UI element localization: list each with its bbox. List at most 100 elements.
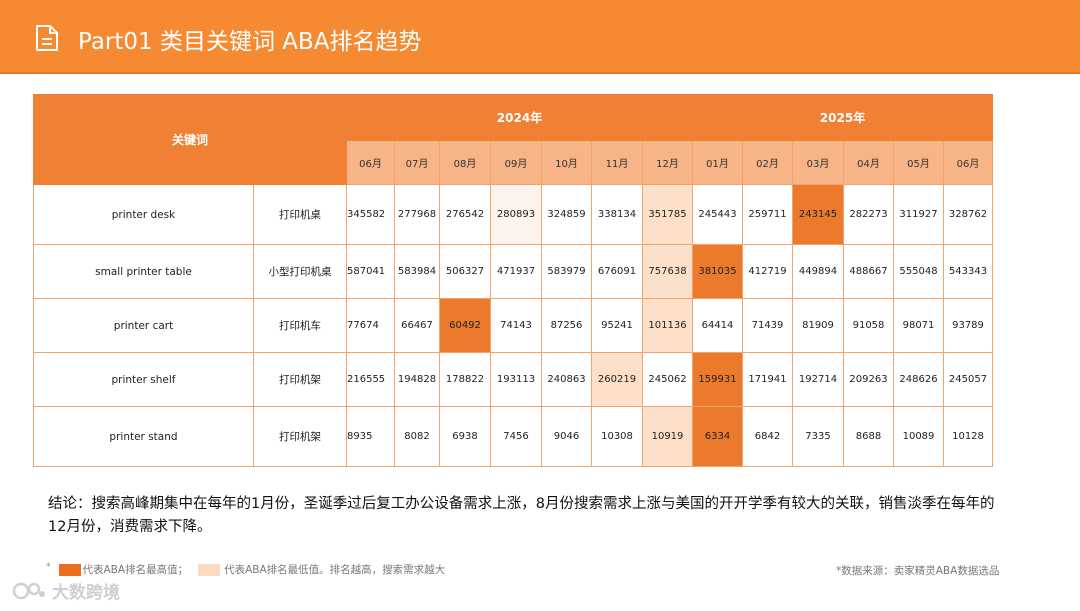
month-header: 07月 bbox=[394, 140, 440, 185]
rank-cell-min: 101136 bbox=[642, 298, 693, 353]
rank-cell: 543343 bbox=[943, 244, 993, 299]
table-row: printer shelf 打印机架 216555 194828 178822 19311… bbox=[33, 352, 993, 407]
rank-cell-max: 381035 bbox=[692, 244, 743, 299]
rank-cell: 6842 bbox=[742, 406, 793, 467]
month-header: 03月 bbox=[792, 140, 844, 185]
rank-cell-min: 757638 bbox=[642, 244, 693, 299]
page-title: Part01 类目关键词 ABA排名趋势 bbox=[78, 29, 422, 55]
keyword-cn-cell: 小型打印机桌 bbox=[253, 244, 347, 299]
keyword-en-cell: printer desk bbox=[33, 184, 254, 245]
watermark-logo-icon bbox=[12, 582, 45, 599]
legend-min-label: 代表ABA排名最低值。排名越高，搜索需求越大 bbox=[224, 564, 446, 576]
rank-cell: 194828 bbox=[394, 352, 440, 407]
rank-cell: 171941 bbox=[742, 352, 793, 407]
keyword-en-cell: printer shelf bbox=[33, 352, 254, 407]
month-header: 06月 bbox=[346, 140, 395, 185]
keyword-cn-cell: 打印机架 bbox=[253, 352, 347, 407]
month-header: 04月 bbox=[843, 140, 894, 185]
month-header: 11月 bbox=[591, 140, 643, 185]
rank-cell: 338134 bbox=[591, 184, 643, 245]
rank-cell: 8082 bbox=[394, 406, 440, 467]
rank-cell: 193113 bbox=[490, 352, 542, 407]
rank-cell: 245057 bbox=[943, 352, 993, 407]
month-header: 08月 bbox=[439, 140, 491, 185]
rank-cell: 98071 bbox=[893, 298, 944, 353]
rank-cell: 276542 bbox=[439, 184, 491, 245]
rank-cell: 245062 bbox=[642, 352, 693, 407]
rank-cell: 95241 bbox=[591, 298, 643, 353]
rank-cell: 7335 bbox=[792, 406, 844, 467]
keyword-column-header: 关键词 bbox=[33, 94, 347, 185]
rank-cell: 10089 bbox=[893, 406, 944, 467]
rank-cell: 506327 bbox=[439, 244, 491, 299]
rank-cell: 311927 bbox=[893, 184, 944, 245]
month-header: 02月 bbox=[742, 140, 793, 185]
rank-cell: 77674 bbox=[346, 298, 395, 353]
rank-cell: 449894 bbox=[792, 244, 844, 299]
month-header: 09月 bbox=[490, 140, 542, 185]
month-header: 12月 bbox=[642, 140, 693, 185]
rank-cell: 178822 bbox=[439, 352, 491, 407]
watermark-text: 大数跨境 bbox=[52, 583, 120, 603]
rank-cell: 6938 bbox=[439, 406, 491, 467]
rank-cell: 328762 bbox=[943, 184, 993, 245]
month-header: 06月 bbox=[943, 140, 993, 185]
rank-cell-min: 351785 bbox=[642, 184, 693, 245]
rank-cell: 87256 bbox=[541, 298, 592, 353]
legend-max-swatch bbox=[58, 563, 81, 576]
rank-cell: 324859 bbox=[541, 184, 592, 245]
rank-cell: 81909 bbox=[792, 298, 844, 353]
rank-cell: 245443 bbox=[692, 184, 743, 245]
rank-cell-min: 260219 bbox=[591, 352, 643, 407]
conclusion-text: 结论：搜索高峰期集中在每年的1月份，圣诞季过后复工办公设备需求上涨，8月份搜索需… bbox=[48, 496, 995, 535]
rank-cell: 10128 bbox=[943, 406, 993, 467]
rank-cell: 74143 bbox=[490, 298, 542, 353]
rank-cell: 583979 bbox=[541, 244, 592, 299]
rank-cell: 583984 bbox=[394, 244, 440, 299]
rank-cell: 192714 bbox=[792, 352, 844, 407]
keyword-en-cell: printer stand bbox=[33, 406, 254, 467]
month-header: 01月 bbox=[692, 140, 743, 185]
rank-cell: 555048 bbox=[893, 244, 944, 299]
table-row: printer desk 打印机桌 345582 277968 276542 280893… bbox=[33, 184, 993, 245]
rank-cell: 209263 bbox=[843, 352, 894, 407]
rank-cell-max: 243145 bbox=[792, 184, 844, 245]
rank-cell-max: 60492 bbox=[439, 298, 491, 353]
rank-cell-max: 6334 bbox=[692, 406, 743, 467]
rank-cell: 8688 bbox=[843, 406, 894, 467]
keyword-en-cell: printer cart bbox=[33, 298, 254, 353]
legend-bullet: * bbox=[46, 561, 51, 572]
rank-cell: 71439 bbox=[742, 298, 793, 353]
legend-max-label: 代表ABA排名最高值； bbox=[82, 564, 189, 576]
month-header: 05月 bbox=[893, 140, 944, 185]
document-icon bbox=[36, 25, 58, 51]
rank-cell: 280893 bbox=[490, 184, 542, 245]
rank-cell: 277968 bbox=[394, 184, 440, 245]
rank-cell: 471937 bbox=[490, 244, 542, 299]
legend: * 代表ABA排名最高值； 代表ABA排名最低值。排名越高，搜索需求越大 bbox=[46, 562, 445, 577]
keyword-cn-cell: 打印机架 bbox=[253, 406, 347, 467]
rank-cell: 8935 bbox=[346, 406, 395, 467]
rank-cell: 7456 bbox=[490, 406, 542, 467]
keyword-trend-table-wrap: 关键词 2024年 2025年 06月 07月 08月 09月 10月 11月 12月 01月 02月… bbox=[33, 94, 993, 467]
rank-cell-min: 10919 bbox=[642, 406, 693, 467]
rank-cell: 10308 bbox=[591, 406, 643, 467]
watermark: 大数跨境 bbox=[12, 578, 120, 603]
rank-cell: 64414 bbox=[692, 298, 743, 353]
keyword-trend-table: 关键词 2024年 2025年 06月 07月 08月 09月 10月 11月 12月 01月 02月… bbox=[33, 94, 993, 467]
table-row: printer stand 打印机架 8935 8082 6938 7456 9046 103… bbox=[33, 406, 993, 467]
rank-cell: 282273 bbox=[843, 184, 894, 245]
rank-cell: 9046 bbox=[541, 406, 592, 467]
rank-cell: 412719 bbox=[742, 244, 793, 299]
year-header: 2024年 bbox=[346, 94, 693, 141]
page-header: Part01 类目关键词 ABA排名趋势 bbox=[0, 0, 1080, 74]
year-header: 2025年 bbox=[692, 94, 993, 141]
rank-cell: 93789 bbox=[943, 298, 993, 353]
rank-cell: 676091 bbox=[591, 244, 643, 299]
rank-cell: 345582 bbox=[346, 184, 395, 245]
legend-min-swatch bbox=[198, 563, 221, 576]
rank-cell: 66467 bbox=[394, 298, 440, 353]
rank-cell: 259711 bbox=[742, 184, 793, 245]
table-row: small printer table 小型打印机桌 587041 583984 506… bbox=[33, 244, 993, 299]
rank-cell: 216555 bbox=[346, 352, 395, 407]
